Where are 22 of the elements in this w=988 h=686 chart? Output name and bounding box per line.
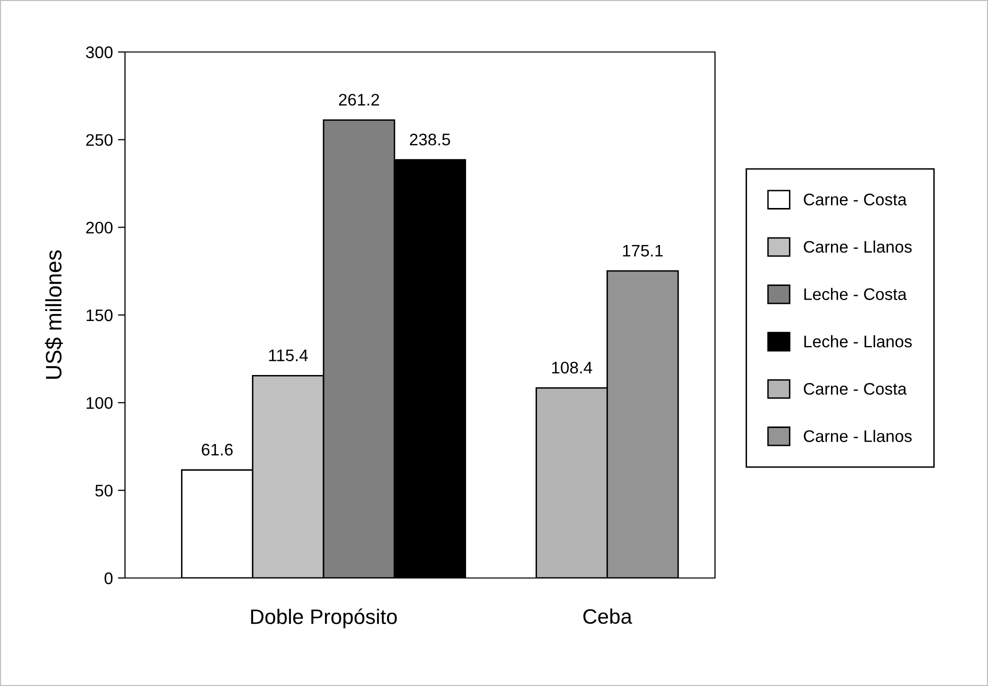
y-tick-label: 250 [86, 134, 113, 146]
legend-label: Leche - Costa [804, 288, 907, 300]
data-label: 61.6 [202, 444, 233, 456]
legend-label: Carne - Costa [804, 382, 907, 395]
data-label: 108.4 [552, 362, 592, 374]
x-tick-label: Doble Propósito [251, 608, 397, 628]
data-label: 175.1 [623, 244, 663, 257]
y-tick-label: 0 [104, 572, 113, 584]
data-label: 238.5 [410, 134, 450, 146]
legend-label: Leche - Llanos [804, 335, 912, 348]
legend-label: Carne - Costa [804, 194, 907, 206]
legend-label: Carne - Llanos [804, 240, 912, 253]
y-tick-label: 200 [86, 222, 113, 234]
data-label: 261.2 [339, 94, 380, 106]
legend-label: Carne - Llanos [804, 430, 912, 442]
y-axis-title: US$ millones [44, 250, 63, 379]
y-tick-label: 150 [86, 309, 113, 322]
x-tick-label: Ceba [583, 608, 632, 624]
data-label: 115.4 [269, 350, 308, 362]
y-tick-label: 300 [86, 46, 113, 58]
y-tick-label: 100 [86, 397, 113, 409]
y-tick-label: 50 [95, 484, 113, 497]
